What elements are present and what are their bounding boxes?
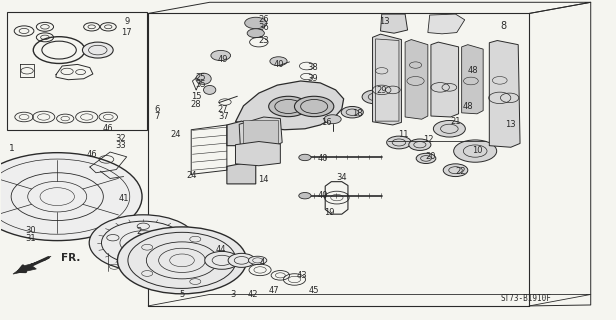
Text: 39: 39: [307, 74, 318, 83]
Text: 29: 29: [376, 86, 387, 95]
Text: 48: 48: [463, 102, 473, 111]
Text: 7: 7: [155, 113, 160, 122]
Circle shape: [245, 17, 267, 29]
Circle shape: [341, 107, 363, 118]
Circle shape: [453, 140, 496, 162]
Text: 40: 40: [318, 191, 328, 200]
Circle shape: [324, 115, 341, 124]
Polygon shape: [235, 141, 280, 166]
Text: 28: 28: [191, 100, 201, 109]
Circle shape: [434, 121, 465, 137]
Text: 18: 18: [352, 109, 362, 118]
Text: 20: 20: [426, 152, 436, 161]
Circle shape: [211, 50, 230, 60]
Text: 26: 26: [259, 15, 269, 24]
Text: 10: 10: [472, 146, 483, 155]
Text: 40: 40: [274, 60, 284, 69]
Text: 46: 46: [103, 124, 113, 132]
Circle shape: [228, 253, 255, 268]
Text: 14: 14: [259, 175, 269, 184]
Circle shape: [89, 215, 197, 271]
Text: 6: 6: [155, 105, 160, 114]
Polygon shape: [227, 163, 256, 184]
Polygon shape: [227, 121, 251, 146]
Text: FR.: FR.: [61, 253, 80, 263]
Circle shape: [416, 153, 436, 164]
Polygon shape: [461, 45, 483, 114]
Text: 27: 27: [218, 105, 229, 114]
Text: 1: 1: [9, 144, 15, 153]
Text: 47: 47: [269, 286, 280, 295]
Text: 41: 41: [118, 194, 129, 203]
Polygon shape: [431, 42, 458, 117]
Circle shape: [299, 193, 311, 199]
Text: 22: 22: [455, 167, 466, 176]
Text: 37: 37: [218, 112, 229, 121]
Text: 24: 24: [186, 172, 197, 180]
Bar: [7, 12, 147, 130]
Text: 49: 49: [218, 55, 229, 64]
Text: 31: 31: [25, 234, 36, 243]
Text: 25: 25: [195, 73, 206, 82]
Text: 9: 9: [124, 17, 129, 26]
Circle shape: [247, 29, 264, 38]
Text: 38: 38: [307, 63, 318, 72]
Text: 24: 24: [171, 130, 181, 139]
Circle shape: [269, 96, 308, 117]
Circle shape: [387, 136, 411, 149]
Text: 19: 19: [324, 208, 334, 217]
Circle shape: [0, 153, 142, 241]
Text: 35: 35: [195, 80, 206, 89]
Text: 2: 2: [136, 227, 142, 236]
Text: 36: 36: [258, 23, 269, 32]
Text: 44: 44: [216, 245, 226, 254]
Ellipse shape: [203, 85, 216, 94]
Text: 40: 40: [318, 154, 328, 163]
Text: 30: 30: [25, 226, 36, 235]
Text: 13: 13: [379, 17, 390, 26]
Circle shape: [118, 227, 246, 294]
Circle shape: [362, 90, 389, 104]
Polygon shape: [235, 81, 344, 130]
Circle shape: [299, 154, 311, 161]
Text: 42: 42: [248, 290, 258, 299]
Polygon shape: [239, 117, 282, 148]
Bar: [243, 120, 278, 146]
Text: 21: 21: [450, 117, 461, 126]
Circle shape: [444, 164, 468, 177]
Text: 13: 13: [506, 120, 516, 130]
Text: 3: 3: [230, 290, 236, 299]
Polygon shape: [381, 14, 408, 33]
Text: 15: 15: [191, 92, 201, 101]
Circle shape: [409, 139, 431, 150]
Text: 45: 45: [309, 286, 320, 295]
Text: 17: 17: [121, 28, 132, 37]
Circle shape: [270, 57, 287, 66]
Text: 34: 34: [336, 173, 347, 182]
Text: 43: 43: [296, 271, 307, 280]
Text: 32: 32: [115, 134, 126, 143]
Ellipse shape: [196, 73, 211, 84]
Text: 5: 5: [179, 290, 185, 299]
Text: 48: 48: [468, 66, 478, 75]
Circle shape: [83, 42, 113, 58]
Ellipse shape: [248, 256, 267, 265]
Text: 33: 33: [115, 141, 126, 150]
Circle shape: [205, 252, 239, 269]
Text: 12: 12: [423, 135, 433, 144]
Polygon shape: [373, 34, 402, 125]
Text: 11: 11: [398, 130, 408, 139]
Polygon shape: [428, 14, 464, 34]
Polygon shape: [13, 256, 51, 274]
Text: 16: 16: [321, 118, 332, 127]
Polygon shape: [405, 40, 428, 119]
Text: 8: 8: [500, 21, 506, 31]
Text: 46: 46: [86, 150, 97, 159]
Polygon shape: [489, 41, 520, 147]
Text: ST73-B1910F: ST73-B1910F: [501, 294, 551, 303]
Text: 4: 4: [259, 258, 264, 267]
Circle shape: [294, 96, 334, 117]
Text: 23: 23: [259, 36, 269, 45]
